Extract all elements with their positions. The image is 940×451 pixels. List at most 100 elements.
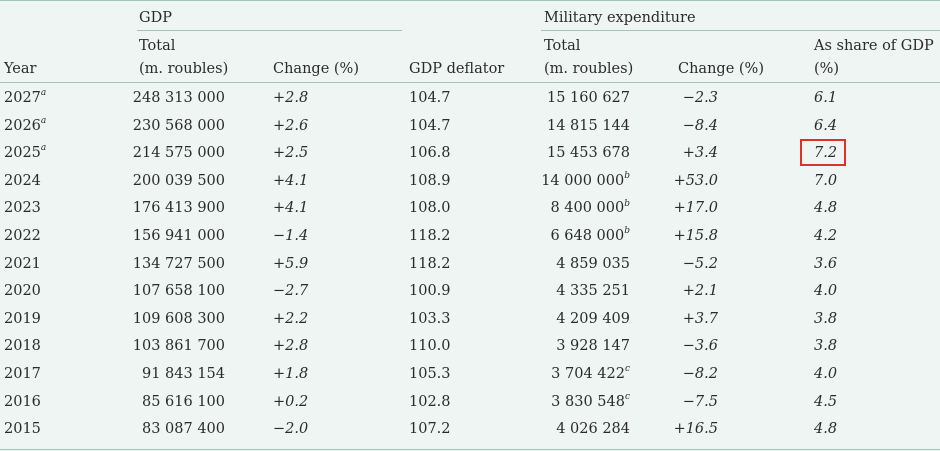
cell-gdp-change: −1.4 [273,227,333,245]
cell-share-gdp-text: 4.0 [814,366,838,382]
cell-share-gdp-text: 6.1 [814,90,838,106]
cell-share-gdp-text: 7.2 [814,145,838,162]
cell-year-text: 2018 [4,338,41,355]
cell-share-gdp: 3.8 [814,337,854,355]
footnote-marker: b [624,226,630,237]
cell-year: 2023 [4,199,114,217]
cell-gdp-deflator: 118.2 [409,255,469,273]
cell-mil-total-text: 8 400 000 [550,200,625,217]
cell-gdp-deflator-text: 118.2 [409,228,451,244]
cell-mil-change-text: +2.1 [682,283,718,300]
footnote-marker: c [624,364,630,375]
cell-gdp-deflator: 105.3 [409,365,469,383]
cell-gdp-deflator: 103.3 [409,310,469,328]
cell-gdp-change-text: +2.2 [273,310,309,327]
cell-share-gdp: 3.6 [814,255,854,273]
header-gdp-change: Change (%) [273,61,359,77]
cell-gdp-change: +1.8 [273,365,333,383]
cell-gdp-change-text: −1.4 [273,228,309,244]
cell-year: 2025a [4,144,114,162]
header-military-group: Military expenditure [544,10,696,26]
cell-mil-change: −8.2 [660,365,718,383]
cell-mil-change: +15.8 [660,227,718,245]
cell-gdp-total-text: 134 727 500 [132,255,225,272]
cell-gdp-deflator: 110.0 [409,337,469,355]
cell-gdp-change-text: +2.5 [273,145,309,162]
cell-mil-change: +2.1 [660,282,718,300]
cell-gdp-change-text: +4.1 [273,200,309,217]
cell-share-gdp: 4.8 [814,199,854,217]
cell-mil-change: −7.5 [660,393,718,411]
cell-year: 2027a [4,89,114,107]
header-share-line2: (%) [814,61,840,77]
cell-mil-total: 3 928 147 [520,337,630,355]
cell-gdp-change: −2.0 [273,420,333,438]
cell-year: 2017 [4,365,114,383]
cell-gdp-change: +4.1 [273,172,333,190]
cell-year-text: 2026 [4,117,41,134]
cell-year: 2018 [4,337,114,355]
cell-mil-change: −3.6 [660,337,718,355]
cell-share-gdp: 4.5 [814,393,854,411]
cell-gdp-change: +2.8 [273,337,333,355]
header-gdp-total-line2: (m. roubles) [139,61,229,77]
cell-mil-total: 4 209 409 [520,310,630,328]
cell-mil-change-text: +53.0 [673,172,718,189]
cell-gdp-deflator-text: 110.0 [409,338,451,355]
cell-gdp-deflator: 108.9 [409,172,469,190]
cell-year: 2016 [4,393,114,411]
cell-mil-total: 3 704 422c [520,365,630,383]
cell-year: 2020 [4,282,114,300]
header-share-line1: As share of GDP [814,38,934,54]
cell-gdp-change-text: +0.2 [273,393,309,410]
cell-gdp-total: 214 575 000 [118,144,225,162]
cell-gdp-total: 109 608 300 [118,310,225,328]
cell-year-text: 2027 [4,90,41,106]
cell-mil-change-text: −8.4 [682,117,718,134]
highlight-box [800,139,846,166]
cell-mil-change-text: −5.2 [682,255,718,272]
cell-mil-total-text: 4 335 251 [556,283,630,300]
header-year: Year [4,61,37,77]
bottom-rule [0,449,940,450]
cell-gdp-total-text: 103 861 700 [132,338,225,355]
cell-gdp-total: 83 087 400 [118,420,225,438]
header-mil-total-line1: Total [544,38,581,54]
military-group-rule [541,30,940,31]
cell-share-gdp: 4.0 [814,282,854,300]
cell-share-gdp-text: 4.2 [814,228,838,244]
cell-gdp-deflator-text: 102.8 [409,393,451,410]
cell-mil-change-text: −2.3 [682,90,718,106]
cell-gdp-total-text: 176 413 900 [132,200,225,217]
cell-mil-total: 4 026 284 [520,420,630,438]
cell-mil-change: +53.0 [660,172,718,190]
cell-year-text: 2019 [4,310,41,327]
footnote-marker: a [40,115,47,126]
cell-year-text: 2017 [4,366,41,382]
cell-year: 2019 [4,310,114,328]
cell-share-gdp: 4.2 [814,227,854,245]
cell-gdp-total-text: 248 313 000 [132,90,225,106]
cell-year: 2026a [4,115,114,135]
footnote-marker: a [40,143,47,154]
cell-year: 2024 [4,172,114,190]
cell-mil-change-text: −7.5 [682,393,718,410]
cell-gdp-change-text: +2.8 [273,90,309,106]
cell-gdp-total-text: 91 843 154 [141,366,225,382]
cell-gdp-deflator: 100.9 [409,282,469,300]
cell-gdp-change-text: +1.8 [273,366,309,382]
cell-gdp-deflator: 102.8 [409,393,469,411]
cell-gdp-change-text: −2.0 [273,421,309,438]
cell-gdp-deflator-text: 104.7 [409,117,451,134]
cell-gdp-total-text: 156 941 000 [132,228,225,244]
header-mil-total-line2: (m. roubles) [544,61,634,77]
cell-mil-change: +3.4 [660,144,718,162]
cell-mil-total-text: 3 704 422 [551,366,625,382]
header-rule [0,82,940,83]
cell-gdp-change-text: +4.1 [273,172,309,189]
header-gdp-total-line1: Total [139,38,176,54]
cell-gdp-total: 200 039 500 [118,172,225,190]
cell-gdp-deflator: 118.2 [409,227,469,245]
cell-share-gdp: 4.8 [814,420,854,438]
